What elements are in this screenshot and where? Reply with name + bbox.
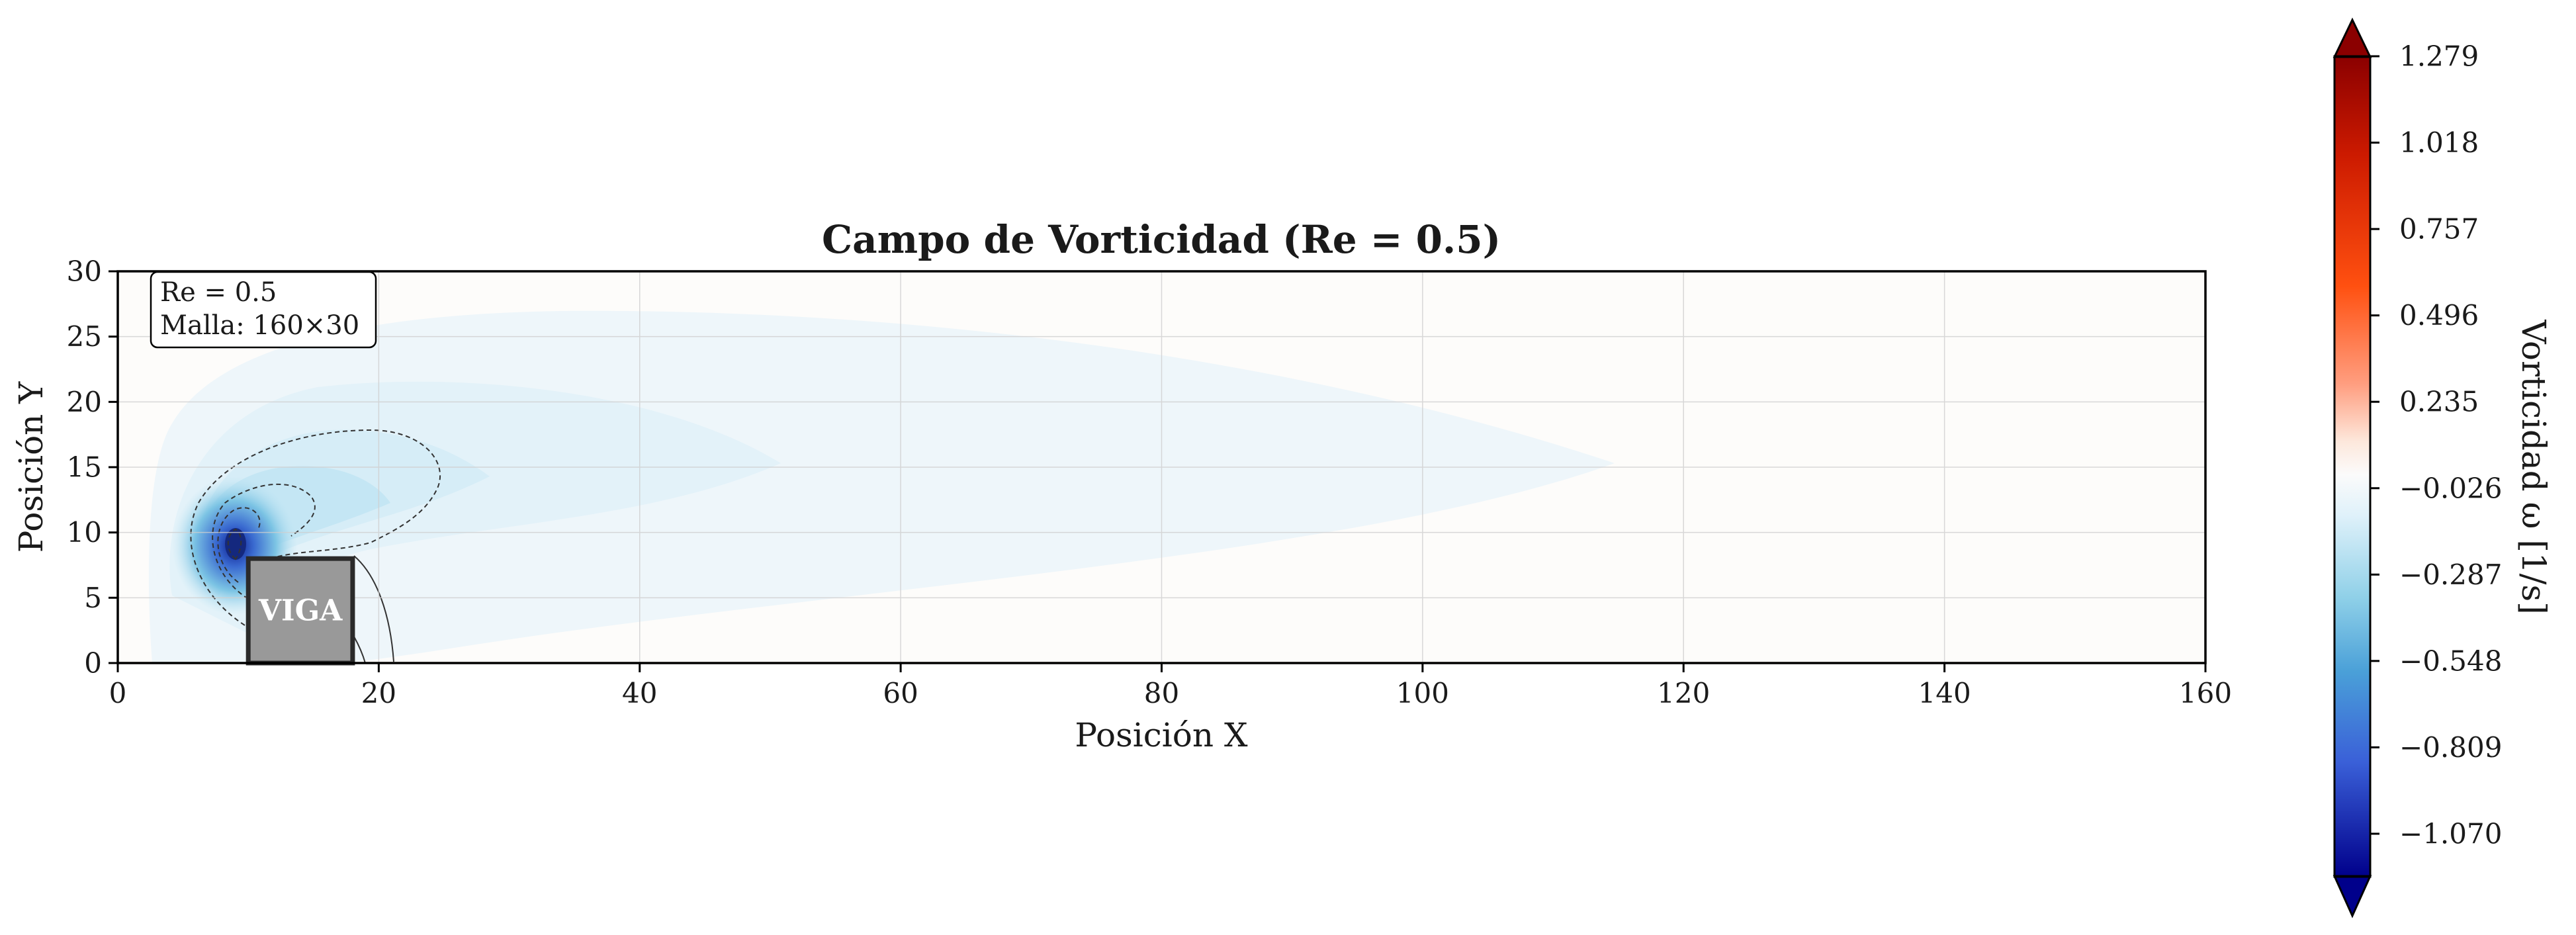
info-box: Re = 0.5 Malla: 160×30	[150, 271, 377, 349]
obstacle-label: VIGA	[258, 594, 343, 628]
y-tick-label: 20	[67, 386, 102, 418]
x-tick-label: 160	[2179, 677, 2232, 709]
x-tick-label: 140	[1918, 677, 1971, 709]
colorbar: 1.279 1.018 0.757 0.496 0.235 −0.026 −0.287 −0.…	[2332, 17, 2553, 918]
colorbar-extend-top	[2332, 17, 2372, 58]
negative-contour-lines	[190, 429, 441, 626]
colorbar-tick-label: 0.496	[2399, 299, 2479, 332]
colorbar-tick-label: 1.279	[2399, 40, 2479, 73]
plot-area: VIGA Re = 0.5 Malla: 160×30	[116, 270, 2207, 666]
x-tick-label: 60	[883, 677, 918, 709]
colorbar-frame	[2333, 55, 2372, 878]
x-tick-label: 80	[1144, 677, 1179, 709]
chart-title: Campo de Vorticidad (Re = 0.5)	[822, 217, 1501, 262]
y-axis: 0 5 10 15 20 25 30	[67, 255, 118, 680]
vorticity-field	[148, 310, 1615, 663]
colorbar-tick-label: 1.018	[2399, 126, 2479, 159]
x-axis-label: Posición X	[1075, 716, 1248, 754]
colorbar-ticks: 1.279 1.018 0.757 0.496 0.235 −0.026 −0.287 −0.…	[2370, 40, 2502, 850]
x-tick-label: 100	[1396, 677, 1449, 709]
info-line-mesh: Malla: 160×30	[160, 310, 359, 341]
colorbar-label: Vorticidad ω [1/s]	[2514, 319, 2553, 614]
colorbar-tick-label: −0.287	[2399, 558, 2502, 591]
obstacle-block	[245, 556, 355, 666]
obstacle-contour-line	[353, 555, 394, 663]
colorbar-tick-label: −0.026	[2399, 472, 2502, 504]
y-axis-label: Posición Y	[12, 381, 50, 553]
colorbar-tick-label: −0.809	[2399, 731, 2502, 764]
colorbar-extend-bottom	[2332, 875, 2372, 918]
info-line-re: Re = 0.5	[160, 277, 277, 308]
x-axis: 0 20 40 60 80 100 120 140 160	[109, 663, 2232, 709]
x-tick-label: 20	[361, 677, 396, 709]
x-tick-label: 0	[109, 677, 127, 709]
colorbar-tick-label: 0.235	[2399, 386, 2479, 418]
colorbar-tick-label: 0.757	[2399, 213, 2479, 245]
y-tick-label: 30	[67, 255, 102, 288]
y-tick-label: 10	[67, 516, 102, 549]
y-tick-label: 25	[67, 320, 102, 353]
colorbar-gradient	[2334, 56, 2370, 877]
colorbar-tick-label: −0.548	[2399, 645, 2502, 677]
x-tick-label: 120	[1657, 677, 1710, 709]
y-tick-label: 5	[84, 582, 102, 614]
info-box-frame	[150, 271, 377, 349]
y-tick-label: 0	[84, 647, 102, 680]
y-tick-label: 15	[67, 451, 102, 484]
colorbar-tick-label: −1.070	[2399, 817, 2502, 850]
x-tick-label: 40	[622, 677, 657, 709]
